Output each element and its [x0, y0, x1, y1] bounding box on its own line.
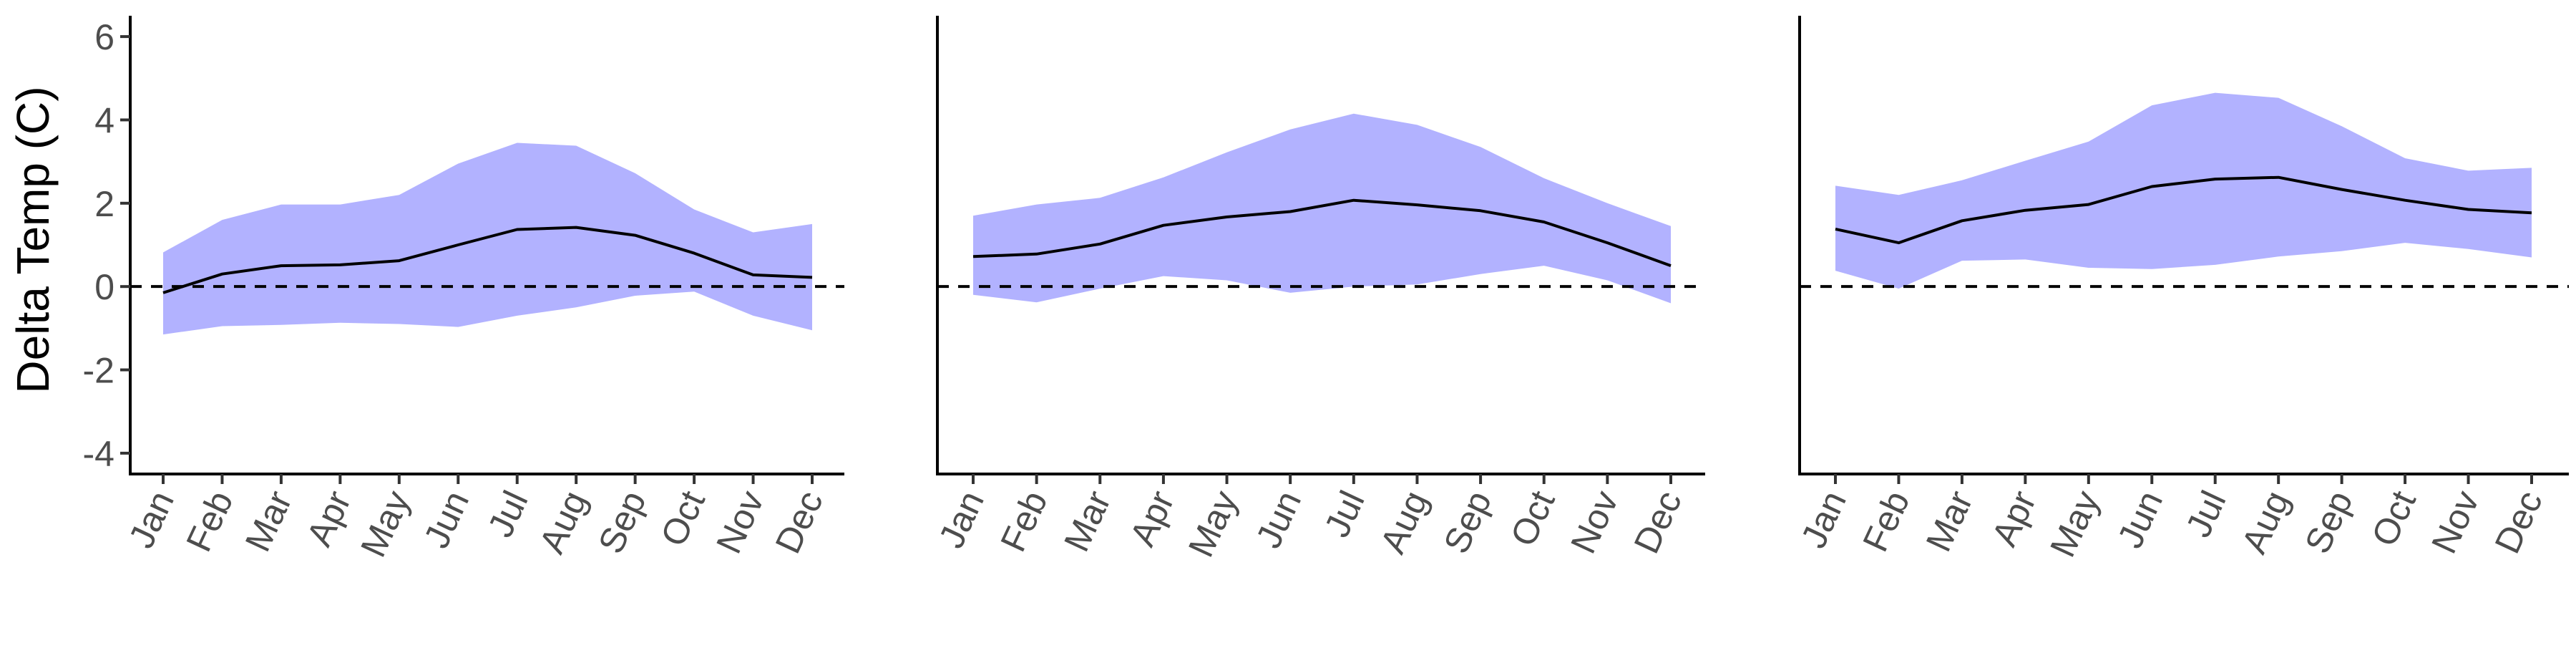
y-tick-label: -4: [83, 434, 114, 474]
y-tick-label: 2: [94, 184, 114, 224]
x-tick-label: Jan: [121, 485, 182, 554]
x-tick-label: Dec: [1626, 485, 1689, 559]
x-tick-label: Aug: [1372, 485, 1435, 559]
ribbon-area: [973, 113, 1671, 304]
x-tick-label: May: [353, 485, 418, 563]
y-tick-label: 4: [94, 100, 114, 140]
x-tick-label: Jul: [480, 485, 536, 543]
x-tick-label: Apr: [299, 485, 359, 552]
x-tick-label: Feb: [178, 485, 240, 558]
x-tick-label: Nov: [1563, 485, 1626, 559]
x-tick-label: Jun: [2109, 485, 2170, 554]
x-tick-label: Nov: [2424, 485, 2487, 559]
x-tick-label: Aug: [532, 485, 595, 559]
x-tick-label: Mar: [1918, 485, 1981, 558]
y-tick-label: 6: [94, 17, 114, 57]
x-tick-label: Jun: [1248, 485, 1309, 554]
x-tick-label: Apr: [1984, 485, 2044, 552]
x-tick-label: Dec: [2487, 485, 2550, 559]
x-tick-label: May: [1181, 485, 1246, 563]
y-axis-title: Delta Temp (C): [7, 86, 59, 393]
ribbon-area: [1835, 92, 2532, 289]
x-tick-label: Jul: [2178, 485, 2234, 543]
x-tick-label: Oct: [2363, 485, 2424, 552]
x-tick-label: Sep: [2297, 485, 2360, 559]
x-tick-label: Oct: [653, 485, 713, 552]
y-tick-label: 0: [94, 267, 114, 307]
y-tick-label: -2: [83, 351, 114, 391]
x-tick-label: Sep: [1436, 485, 1499, 559]
mean-line: [1835, 175, 2532, 245]
x-tick-label: Jul: [1317, 485, 1372, 543]
x-tick-label: Aug: [2234, 485, 2297, 559]
x-tick-label: Apr: [1122, 485, 1182, 552]
x-tick-label: Mar: [238, 485, 300, 558]
x-tick-label: Dec: [768, 485, 831, 559]
mean-line: [162, 226, 813, 294]
x-tick-label: Jan: [931, 485, 992, 554]
x-tick-label: Sep: [590, 485, 653, 559]
x-tick-label: Feb: [992, 485, 1055, 558]
x-tick-label: Jun: [416, 485, 477, 554]
x-tick-label: Mar: [1056, 485, 1118, 558]
x-tick-label: May: [2042, 485, 2107, 563]
x-tick-label: Nov: [708, 485, 771, 559]
mean-line: [972, 198, 1672, 267]
x-tick-label: Oct: [1503, 485, 1563, 552]
x-tick-label: Jan: [1793, 485, 1854, 554]
x-tick-label: Feb: [1855, 485, 1917, 558]
